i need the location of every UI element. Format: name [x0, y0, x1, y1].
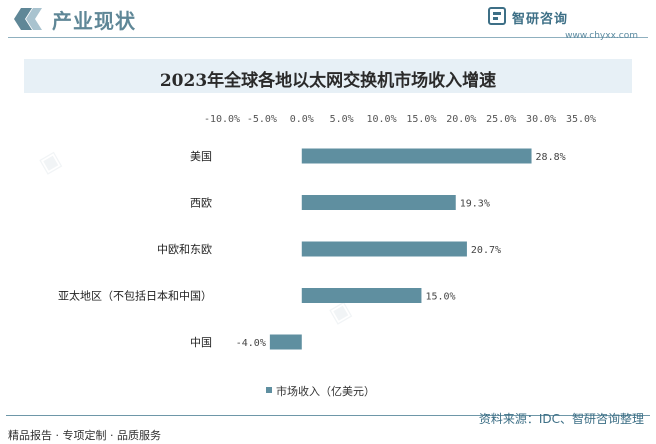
brand-name: 智研咨询 [512, 12, 569, 27]
data-label: 20.7% [471, 245, 501, 256]
footer-divider [6, 415, 650, 416]
data-label: 19.3% [460, 199, 490, 210]
section-title: 产业现状 [52, 9, 136, 33]
source-note: 资料来源：IDC、智研咨询整理 [478, 412, 644, 426]
bar [301, 195, 456, 210]
chart-title: 2023年全球各地以太网交换机市场收入增速 [159, 71, 497, 91]
brand: 智研咨询 www.chyxx.com [488, 6, 638, 42]
chart-title-box: 2023年全球各地以太网交换机市场收入增速 [24, 59, 632, 93]
data-label: -4.0% [236, 338, 266, 349]
footer-tagline: 精品报告 · 专项定制 · 品质服务 [8, 429, 161, 442]
x-tick-label: 15.0% [406, 114, 436, 125]
x-tick-label: 20.0% [446, 114, 476, 125]
category-label: 中欧和东欧 [157, 243, 212, 256]
bar [269, 334, 302, 350]
category-label: 亚太地区（不包括日本和中国） [58, 289, 212, 303]
header-divider [8, 37, 648, 38]
bar [301, 148, 532, 164]
x-tick-label: 25.0% [486, 114, 516, 125]
legend-label: 市场收入（亿美元） [276, 384, 375, 398]
x-tick-label: 0.0% [290, 114, 314, 125]
legend-swatch [266, 387, 272, 393]
x-tick-label: 10.0% [367, 114, 397, 125]
brand-url: www.chyxx.com [565, 31, 638, 41]
brand-logo-icon [488, 7, 506, 25]
category-label: 西欧 [190, 197, 212, 210]
category-label: 中国 [190, 336, 212, 349]
data-label: 28.8% [536, 152, 566, 163]
x-tick-label: 35.0% [566, 114, 596, 125]
bar [301, 241, 467, 257]
x-tick-label: 5.0% [330, 114, 354, 125]
category-label: 美国 [190, 150, 212, 163]
x-tick-label: -10.0% [204, 114, 240, 125]
x-tick-label: 30.0% [526, 114, 556, 125]
page-header: 产业现状 智研咨询 www.chyxx.com [0, 0, 656, 42]
footer-bar: 精品报告 · 专项定制 · 品质服务 [0, 424, 656, 444]
x-tick-label: -5.0% [247, 114, 277, 125]
bar [301, 288, 422, 303]
chevron-icon [14, 8, 42, 30]
data-label: 15.0% [425, 292, 455, 303]
